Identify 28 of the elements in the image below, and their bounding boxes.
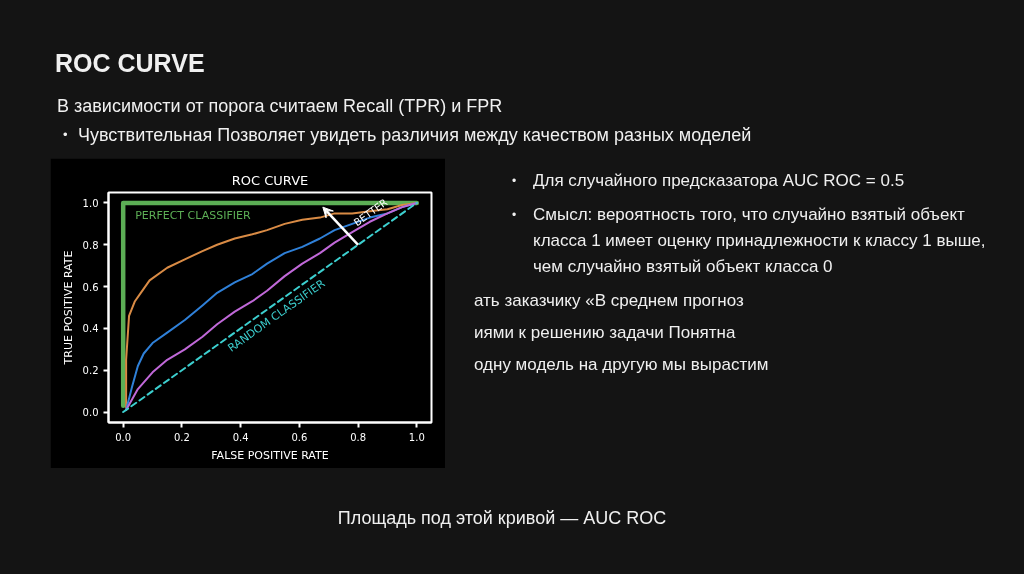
text: • [512,207,518,224]
text: • [512,173,518,190]
y-tick-label: 0.0 [82,407,99,419]
y-tick-label: 1.0 [82,197,99,209]
text: Площадь под этой кривой — AUC ROC [336,507,668,530]
y-tick-label: 0.8 [82,239,99,251]
y-tick-label: 0.6 [82,281,99,293]
x-tick-label: 0.2 [173,431,190,443]
text: ROC CURVE [54,48,205,78]
text: одну модель на другую мы вырастим [473,354,770,376]
text: ать заказчику «В среднем прогноз [473,290,745,312]
text: В зависимости от порога считаем Recall (TPR) и FPR [56,95,503,118]
x-tick-label: 0.4 [232,431,249,443]
x-tick-label: 0.6 [291,431,308,443]
text: • [63,126,69,144]
x-axis-title: FALSE POSITIVE RATE [211,448,329,462]
x-tick-label: 1.0 [408,431,425,443]
series-label: PERFECT CLASSIFIER [135,208,251,222]
text: Чувствительная Позволяет увидеть различия между качеством разных моделей [78,124,752,147]
y-tick-label: 0.4 [82,323,99,335]
y-axis-title: TRUE POSITIVE RATE [61,250,75,366]
text: иями к решению задачи Понятна [473,322,737,344]
text: Для случайного предсказатора AUC ROC = 0.5 [533,170,905,192]
chart-title: ROC CURVE [231,172,309,188]
x-tick-label: 0.8 [350,431,367,443]
text: Смысл: вероятность того, что случайно взятый объект класса 1 имеет оценку принадлежности к классу 1 выше, чем случайно взятый объект класса 0 [533,204,987,278]
x-tick-label: 0.0 [115,431,132,443]
y-tick-label: 0.2 [82,365,99,377]
